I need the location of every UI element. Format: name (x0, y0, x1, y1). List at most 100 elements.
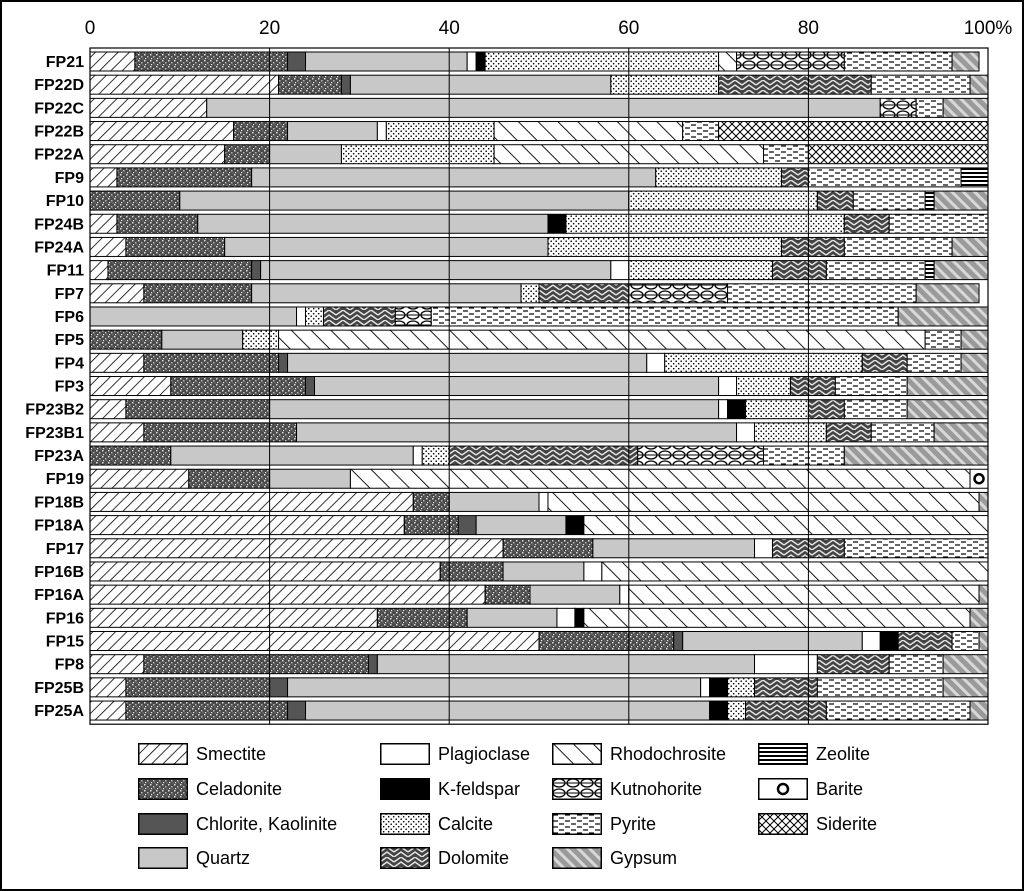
sample-label-fp23a: FP23A (34, 448, 84, 465)
bar-fp24a-smectite (89, 236, 127, 257)
bar-fp18b-celadonite (412, 491, 450, 512)
bar-fp19-rhodochrosite (349, 468, 971, 489)
bars (89, 51, 989, 721)
bar-fp22b-siderite (718, 121, 989, 142)
bar-fp24a-dolomite (780, 236, 845, 257)
bar-fp16b-smectite (89, 561, 441, 582)
plot-area-border (89, 47, 989, 725)
bar-fp8-smectite (89, 654, 145, 675)
x-tick-label-0: 0 (85, 18, 96, 39)
legend-swatch-dolomite (380, 847, 430, 869)
bar-fp7-dolomite (538, 283, 630, 304)
bar-fp24b-pyrite (888, 213, 989, 234)
bar-fp22a-pyrite (763, 144, 809, 165)
bar-fp22c-quartz (206, 97, 881, 118)
bar-fp21-pyrite (843, 51, 953, 72)
bar-fp6-dolomite (322, 306, 396, 327)
x-tick-label-100: 100% (964, 18, 1013, 39)
bar-fp3-chlorite-kaolinite (305, 376, 315, 397)
bar-fp11-quartz (260, 260, 612, 281)
bar-fp16-celadonite (376, 607, 468, 628)
bar-fp11-calcite (628, 260, 773, 281)
bar-fp19-quartz (269, 468, 351, 489)
bar-fp7-quartz (251, 283, 522, 304)
bar-fp18a-rhodochrosite (583, 515, 989, 536)
bar-fp17-pyrite (843, 538, 989, 559)
x-tick-label-40: 40 (439, 18, 460, 39)
bar-fp5-rhodochrosite (278, 329, 926, 350)
bar-fp9-smectite (89, 167, 118, 188)
bar-fp11-plagioclase (610, 260, 630, 281)
legend-item-gypsum: Gypsum (552, 846, 677, 870)
bar-fp11-zeolite (924, 260, 935, 281)
bar-fp21-calcite (484, 51, 720, 72)
bar-fp16-quartz (466, 607, 558, 628)
legend-item-k-feldspar: K-feldspar (380, 777, 520, 801)
x-axis-ticks: 0 20 40 60 80 100% (85, 18, 1013, 39)
bar-fp25a-chlorite-kaolinite (287, 700, 307, 721)
bar-fp25a-k-feldspar (709, 700, 729, 721)
bar-fp3-quartz (314, 376, 720, 397)
bar-fp16a-gypsum (978, 584, 989, 605)
legend-label-quartz: Quartz (196, 847, 251, 868)
bar-fp23a-calcite (421, 445, 450, 466)
bar-fp22b-plagioclase (376, 121, 387, 142)
bar-fp18b-smectite (89, 491, 414, 512)
bar-fp22d-celadonite (278, 74, 342, 95)
bar-fp22d-gypsum (969, 74, 989, 95)
legend-swatch-k-feldspar (380, 778, 430, 800)
legend-item-celadonite: Celadonite (138, 777, 282, 801)
bar-fp23b2-quartz (269, 399, 720, 420)
bar-fp16b-quartz (502, 561, 585, 582)
sample-label-fp17: FP17 (46, 541, 84, 558)
sample-label-fp24b: FP24B (34, 216, 84, 233)
bar-fp22d-chlorite-kaolinite (340, 74, 351, 95)
legend-item-zeolite: Zeolite (758, 742, 870, 766)
sample-label-fp18a: FP18A (34, 518, 84, 535)
bar-fp5-pyrite (924, 329, 962, 350)
bar-fp10-gypsum (933, 190, 989, 211)
legend-label-chlorite-kaolinite: Chlorite, Kaolinite (196, 813, 338, 834)
bar-fp15-gypsum (978, 631, 989, 651)
legend-item-quartz: Quartz (138, 846, 250, 870)
sample-label-fp23b1: FP23B1 (25, 425, 84, 442)
sample-label-fp10: FP10 (46, 193, 84, 210)
sample-label-fp16: FP16 (46, 610, 84, 627)
legend-swatch-gypsum (552, 847, 602, 869)
legend-swatch-kutnohorite (552, 778, 602, 800)
bar-fp18b-plagioclase (538, 491, 549, 512)
bar-fp4-pyrite (906, 352, 962, 373)
x-tick-label-60: 60 (618, 18, 639, 39)
bar-fp4-smectite (89, 352, 145, 373)
bar-fp25b-celadonite (125, 677, 271, 698)
bar-fp15-pyrite (951, 631, 980, 651)
bar-fp6-gypsum (897, 306, 989, 327)
bar-fp16a-smectite (89, 584, 486, 605)
bar-fp7-calcite (520, 283, 540, 304)
legend-label-siderite: Siderite (816, 813, 878, 834)
legend-label-dolomite: Dolomite (438, 847, 510, 868)
bar-fp22c-gypsum (942, 97, 989, 118)
bar-fp15-plagioclase (861, 631, 881, 651)
bar-fp19-celadonite (188, 468, 271, 489)
sample-label-fp22c: FP22C (34, 100, 84, 117)
bar-fp23a-gypsum (843, 445, 989, 466)
bar-fp3-celadonite (170, 376, 307, 397)
bar-fp25b-k-feldspar (709, 677, 729, 698)
bar-fp17-quartz (592, 538, 756, 559)
bar-fp23b1-dolomite (825, 422, 872, 443)
sample-label-fp3: FP3 (55, 379, 84, 396)
bar-fp22d-calcite (610, 74, 720, 95)
sample-label-fp4: FP4 (55, 355, 84, 372)
sample-label-fp6: FP6 (55, 309, 84, 326)
bar-fp10-zeolite (924, 190, 935, 211)
bar-fp3-smectite (89, 376, 172, 397)
bar-fp23a-plagioclase (412, 445, 423, 466)
bar-fp10-celadonite (89, 190, 181, 211)
bar-fp22a-quartz (269, 144, 342, 165)
sample-label-fp22b: FP22B (34, 124, 84, 141)
bar-fp16b-plagioclase (583, 561, 603, 582)
bar-fp6-pyrite (430, 306, 899, 327)
bar-fp23b1-gypsum (933, 422, 989, 443)
bar-fp22d-pyrite (870, 74, 971, 95)
